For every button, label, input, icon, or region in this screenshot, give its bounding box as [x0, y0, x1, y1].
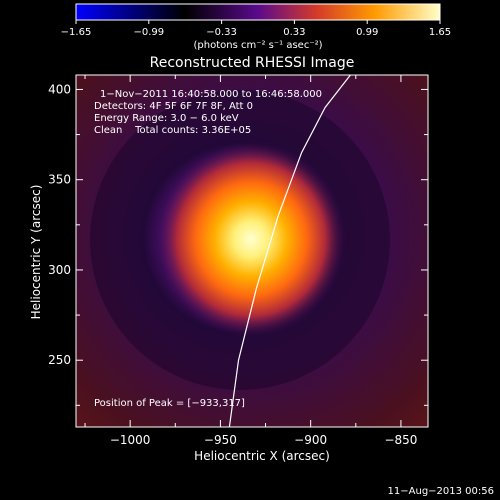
colorbar-ticks: −1.65 −0.99 −0.33 0.33 0.99 1.65 — [61, 20, 451, 38]
colorbar-tick-label: −1.65 — [61, 27, 92, 38]
y-tick-label: 300 — [48, 263, 71, 277]
footer-timestamp: 11−Aug−2013 00:56 — [388, 486, 494, 497]
colorbar: −1.65 −0.99 −0.33 0.33 0.99 1.65 (photons cm⁻… — [61, 3, 451, 51]
chart-title: Reconstructed RHESSI Image — [150, 55, 355, 71]
plot-area — [76, 75, 428, 427]
annotation-detectors: Detectors: 4F 5F 6F 7F 8F, Att 0 — [94, 101, 253, 112]
x-tick-label: −1000 — [110, 433, 151, 447]
annotation-energy-range: Energy Range: 3.0 − 6.0 keV — [94, 113, 239, 124]
annotations: 1−Nov−2011 16:40:58.000 to 16:46:58.000 … — [94, 89, 322, 409]
plot-frame — [75, 74, 429, 428]
y-axis-label: Heliocentric Y (arcsec) — [29, 185, 43, 320]
colorbar-tick-label: −0.99 — [133, 27, 164, 38]
colorbar-tick-label: 0.99 — [356, 27, 378, 38]
solar-limb-curve — [228, 75, 351, 427]
x-tick-label: −900 — [294, 433, 327, 447]
x-axis-ticks: −1000 −950 −900 −850 — [84, 75, 417, 447]
annotation-time-range: 1−Nov−2011 16:40:58.000 to 16:46:58.000 — [100, 89, 322, 100]
y-tick-label: 250 — [48, 353, 71, 367]
x-axis-label: Heliocentric X (arcsec) — [194, 449, 330, 463]
colorbar-gradient — [75, 3, 441, 21]
peak-position-label: Position of Peak = [−933,317] — [94, 398, 245, 409]
y-tick-label: 400 — [48, 82, 71, 96]
y-tick-label: 350 — [48, 173, 71, 187]
y-axis-ticks: 250 300 350 400 — [48, 82, 428, 406]
colorbar-tick-label: 0.33 — [283, 27, 305, 38]
colorbar-tick-label: 1.65 — [429, 27, 451, 38]
x-tick-label: −950 — [204, 433, 237, 447]
colorbar-tick-label: −0.33 — [206, 27, 237, 38]
colorbar-units: (photons cm⁻² s⁻¹ asec⁻²) — [193, 40, 322, 51]
annotation-clean-counts: Clean Total counts: 3.36E+05 — [94, 125, 251, 136]
x-tick-label: −850 — [384, 433, 417, 447]
flare-source — [156, 141, 347, 338]
